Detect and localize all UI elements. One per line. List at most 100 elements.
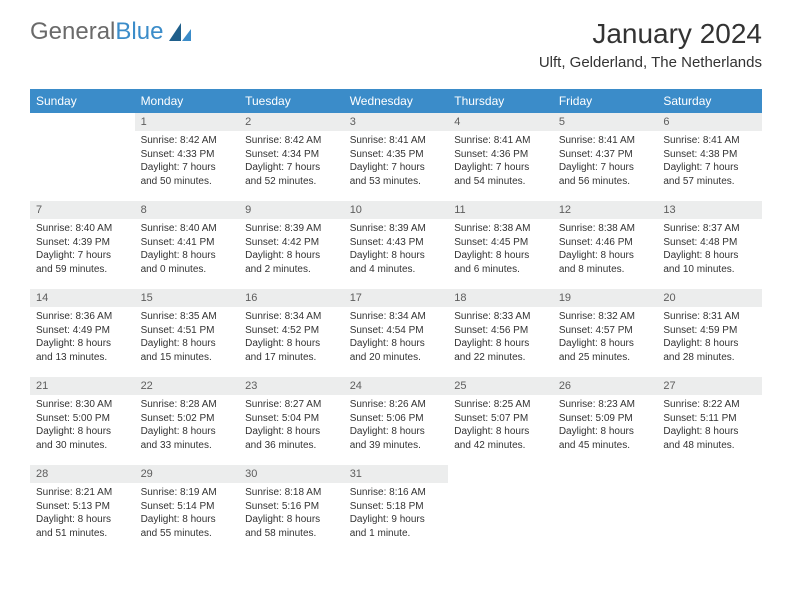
sunrise-text: Sunrise: 8:22 AM [663, 398, 756, 412]
calendar-day-cell: 22Sunrise: 8:28 AMSunset: 5:02 PMDayligh… [135, 377, 240, 465]
daylight-text: Daylight: 7 hours and 59 minutes. [36, 249, 129, 276]
sunrise-text: Sunrise: 8:21 AM [36, 486, 129, 500]
page-title: January 2024 [539, 18, 762, 50]
sunset-text: Sunset: 4:56 PM [454, 324, 547, 338]
calendar-day-cell: 1Sunrise: 8:42 AMSunset: 4:33 PMDaylight… [135, 113, 240, 201]
calendar-day-cell: 15Sunrise: 8:35 AMSunset: 4:51 PMDayligh… [135, 289, 240, 377]
daylight-text: Daylight: 8 hours and 55 minutes. [141, 513, 234, 540]
daylight-text: Daylight: 7 hours and 57 minutes. [663, 161, 756, 188]
sunrise-text: Sunrise: 8:37 AM [663, 222, 756, 236]
daylight-text: Daylight: 8 hours and 33 minutes. [141, 425, 234, 452]
sunset-text: Sunset: 4:59 PM [663, 324, 756, 338]
sunset-text: Sunset: 4:54 PM [350, 324, 443, 338]
day-number: 22 [135, 377, 240, 395]
day-number: 15 [135, 289, 240, 307]
brand-part2: Blue [115, 18, 163, 46]
daylight-text: Daylight: 8 hours and 36 minutes. [245, 425, 338, 452]
sunset-text: Sunset: 4:38 PM [663, 148, 756, 162]
daylight-text: Daylight: 8 hours and 8 minutes. [559, 249, 652, 276]
sunrise-text: Sunrise: 8:38 AM [559, 222, 652, 236]
daylight-text: Daylight: 8 hours and 28 minutes. [663, 337, 756, 364]
brand-logo: GeneralBlue [30, 18, 193, 46]
sunrise-text: Sunrise: 8:27 AM [245, 398, 338, 412]
calendar-day-cell: 5Sunrise: 8:41 AMSunset: 4:37 PMDaylight… [553, 113, 658, 201]
day-body: Sunrise: 8:32 AMSunset: 4:57 PMDaylight:… [553, 307, 658, 370]
day-number: 29 [135, 465, 240, 483]
day-body: Sunrise: 8:27 AMSunset: 5:04 PMDaylight:… [239, 395, 344, 458]
sunrise-text: Sunrise: 8:41 AM [350, 134, 443, 148]
day-number: 14 [30, 289, 135, 307]
day-body: Sunrise: 8:42 AMSunset: 4:33 PMDaylight:… [135, 131, 240, 194]
day-body: Sunrise: 8:37 AMSunset: 4:48 PMDaylight:… [657, 219, 762, 282]
day-body: Sunrise: 8:38 AMSunset: 4:46 PMDaylight:… [553, 219, 658, 282]
sunset-text: Sunset: 4:51 PM [141, 324, 234, 338]
day-number: 10 [344, 201, 449, 219]
weekday-header: Wednesday [344, 89, 449, 113]
weekday-header-row: Sunday Monday Tuesday Wednesday Thursday… [30, 89, 762, 113]
daylight-text: Daylight: 8 hours and 51 minutes. [36, 513, 129, 540]
day-number: 4 [448, 113, 553, 131]
day-number: 18 [448, 289, 553, 307]
sunrise-text: Sunrise: 8:39 AM [245, 222, 338, 236]
sunset-text: Sunset: 4:49 PM [36, 324, 129, 338]
day-number: 8 [135, 201, 240, 219]
calendar-week-row: 21Sunrise: 8:30 AMSunset: 5:00 PMDayligh… [30, 377, 762, 465]
day-body: Sunrise: 8:31 AMSunset: 4:59 PMDaylight:… [657, 307, 762, 370]
day-body: Sunrise: 8:35 AMSunset: 4:51 PMDaylight:… [135, 307, 240, 370]
daylight-text: Daylight: 8 hours and 58 minutes. [245, 513, 338, 540]
sunset-text: Sunset: 4:57 PM [559, 324, 652, 338]
day-number: 1 [135, 113, 240, 131]
daylight-text: Daylight: 8 hours and 30 minutes. [36, 425, 129, 452]
day-body: Sunrise: 8:38 AMSunset: 4:45 PMDaylight:… [448, 219, 553, 282]
sunset-text: Sunset: 4:36 PM [454, 148, 547, 162]
calendar-day-cell: 11Sunrise: 8:38 AMSunset: 4:45 PMDayligh… [448, 201, 553, 289]
sunrise-text: Sunrise: 8:23 AM [559, 398, 652, 412]
calendar-day-cell [553, 465, 658, 553]
sunrise-text: Sunrise: 8:36 AM [36, 310, 129, 324]
sunset-text: Sunset: 4:52 PM [245, 324, 338, 338]
weekday-header: Tuesday [239, 89, 344, 113]
sunset-text: Sunset: 5:11 PM [663, 412, 756, 426]
calendar-day-cell: 29Sunrise: 8:19 AMSunset: 5:14 PMDayligh… [135, 465, 240, 553]
day-body: Sunrise: 8:30 AMSunset: 5:00 PMDaylight:… [30, 395, 135, 458]
day-number: 5 [553, 113, 658, 131]
calendar-week-row: 7Sunrise: 8:40 AMSunset: 4:39 PMDaylight… [30, 201, 762, 289]
sunrise-text: Sunrise: 8:39 AM [350, 222, 443, 236]
sunrise-text: Sunrise: 8:41 AM [454, 134, 547, 148]
sunrise-text: Sunrise: 8:16 AM [350, 486, 443, 500]
sunrise-text: Sunrise: 8:18 AM [245, 486, 338, 500]
day-body [30, 131, 135, 140]
calendar-day-cell: 8Sunrise: 8:40 AMSunset: 4:41 PMDaylight… [135, 201, 240, 289]
day-body: Sunrise: 8:19 AMSunset: 5:14 PMDaylight:… [135, 483, 240, 546]
sunset-text: Sunset: 5:16 PM [245, 500, 338, 514]
calendar-day-cell: 2Sunrise: 8:42 AMSunset: 4:34 PMDaylight… [239, 113, 344, 201]
sail-icon [167, 21, 193, 43]
day-number: 19 [553, 289, 658, 307]
day-body: Sunrise: 8:40 AMSunset: 4:39 PMDaylight:… [30, 219, 135, 282]
calendar-day-cell: 16Sunrise: 8:34 AMSunset: 4:52 PMDayligh… [239, 289, 344, 377]
daylight-text: Daylight: 8 hours and 2 minutes. [245, 249, 338, 276]
day-number: 20 [657, 289, 762, 307]
calendar-day-cell: 14 Sunrise: 8:36 AMSunset: 4:49 PMDayligh… [30, 289, 135, 377]
daylight-text: Daylight: 8 hours and 20 minutes. [350, 337, 443, 364]
calendar-day-cell: 27Sunrise: 8:22 AMSunset: 5:11 PMDayligh… [657, 377, 762, 465]
sunrise-text: Sunrise: 8:42 AM [245, 134, 338, 148]
calendar-day-cell: 26Sunrise: 8:23 AMSunset: 5:09 PMDayligh… [553, 377, 658, 465]
sunset-text: Sunset: 5:13 PM [36, 500, 129, 514]
day-body: Sunrise: 8:23 AMSunset: 5:09 PMDaylight:… [553, 395, 658, 458]
day-number: 25 [448, 377, 553, 395]
day-body: Sunrise: 8:26 AMSunset: 5:06 PMDaylight:… [344, 395, 449, 458]
day-body: Sunrise: 8:34 AMSunset: 4:54 PMDaylight:… [344, 307, 449, 370]
sunset-text: Sunset: 4:48 PM [663, 236, 756, 250]
day-body: Sunrise: 8:41 AMSunset: 4:37 PMDaylight:… [553, 131, 658, 194]
day-body: Sunrise: 8:25 AMSunset: 5:07 PMDaylight:… [448, 395, 553, 458]
day-number: 6 [657, 113, 762, 131]
day-body: Sunrise: 8:39 AMSunset: 4:43 PMDaylight:… [344, 219, 449, 282]
day-number: 30 [239, 465, 344, 483]
day-number: 2 [239, 113, 344, 131]
day-number: 3 [344, 113, 449, 131]
calendar-day-cell: 25Sunrise: 8:25 AMSunset: 5:07 PMDayligh… [448, 377, 553, 465]
daylight-text: Daylight: 8 hours and 13 minutes. [36, 337, 129, 364]
sunrise-text: Sunrise: 8:34 AM [350, 310, 443, 324]
day-body: Sunrise: 8:22 AMSunset: 5:11 PMDaylight:… [657, 395, 762, 458]
